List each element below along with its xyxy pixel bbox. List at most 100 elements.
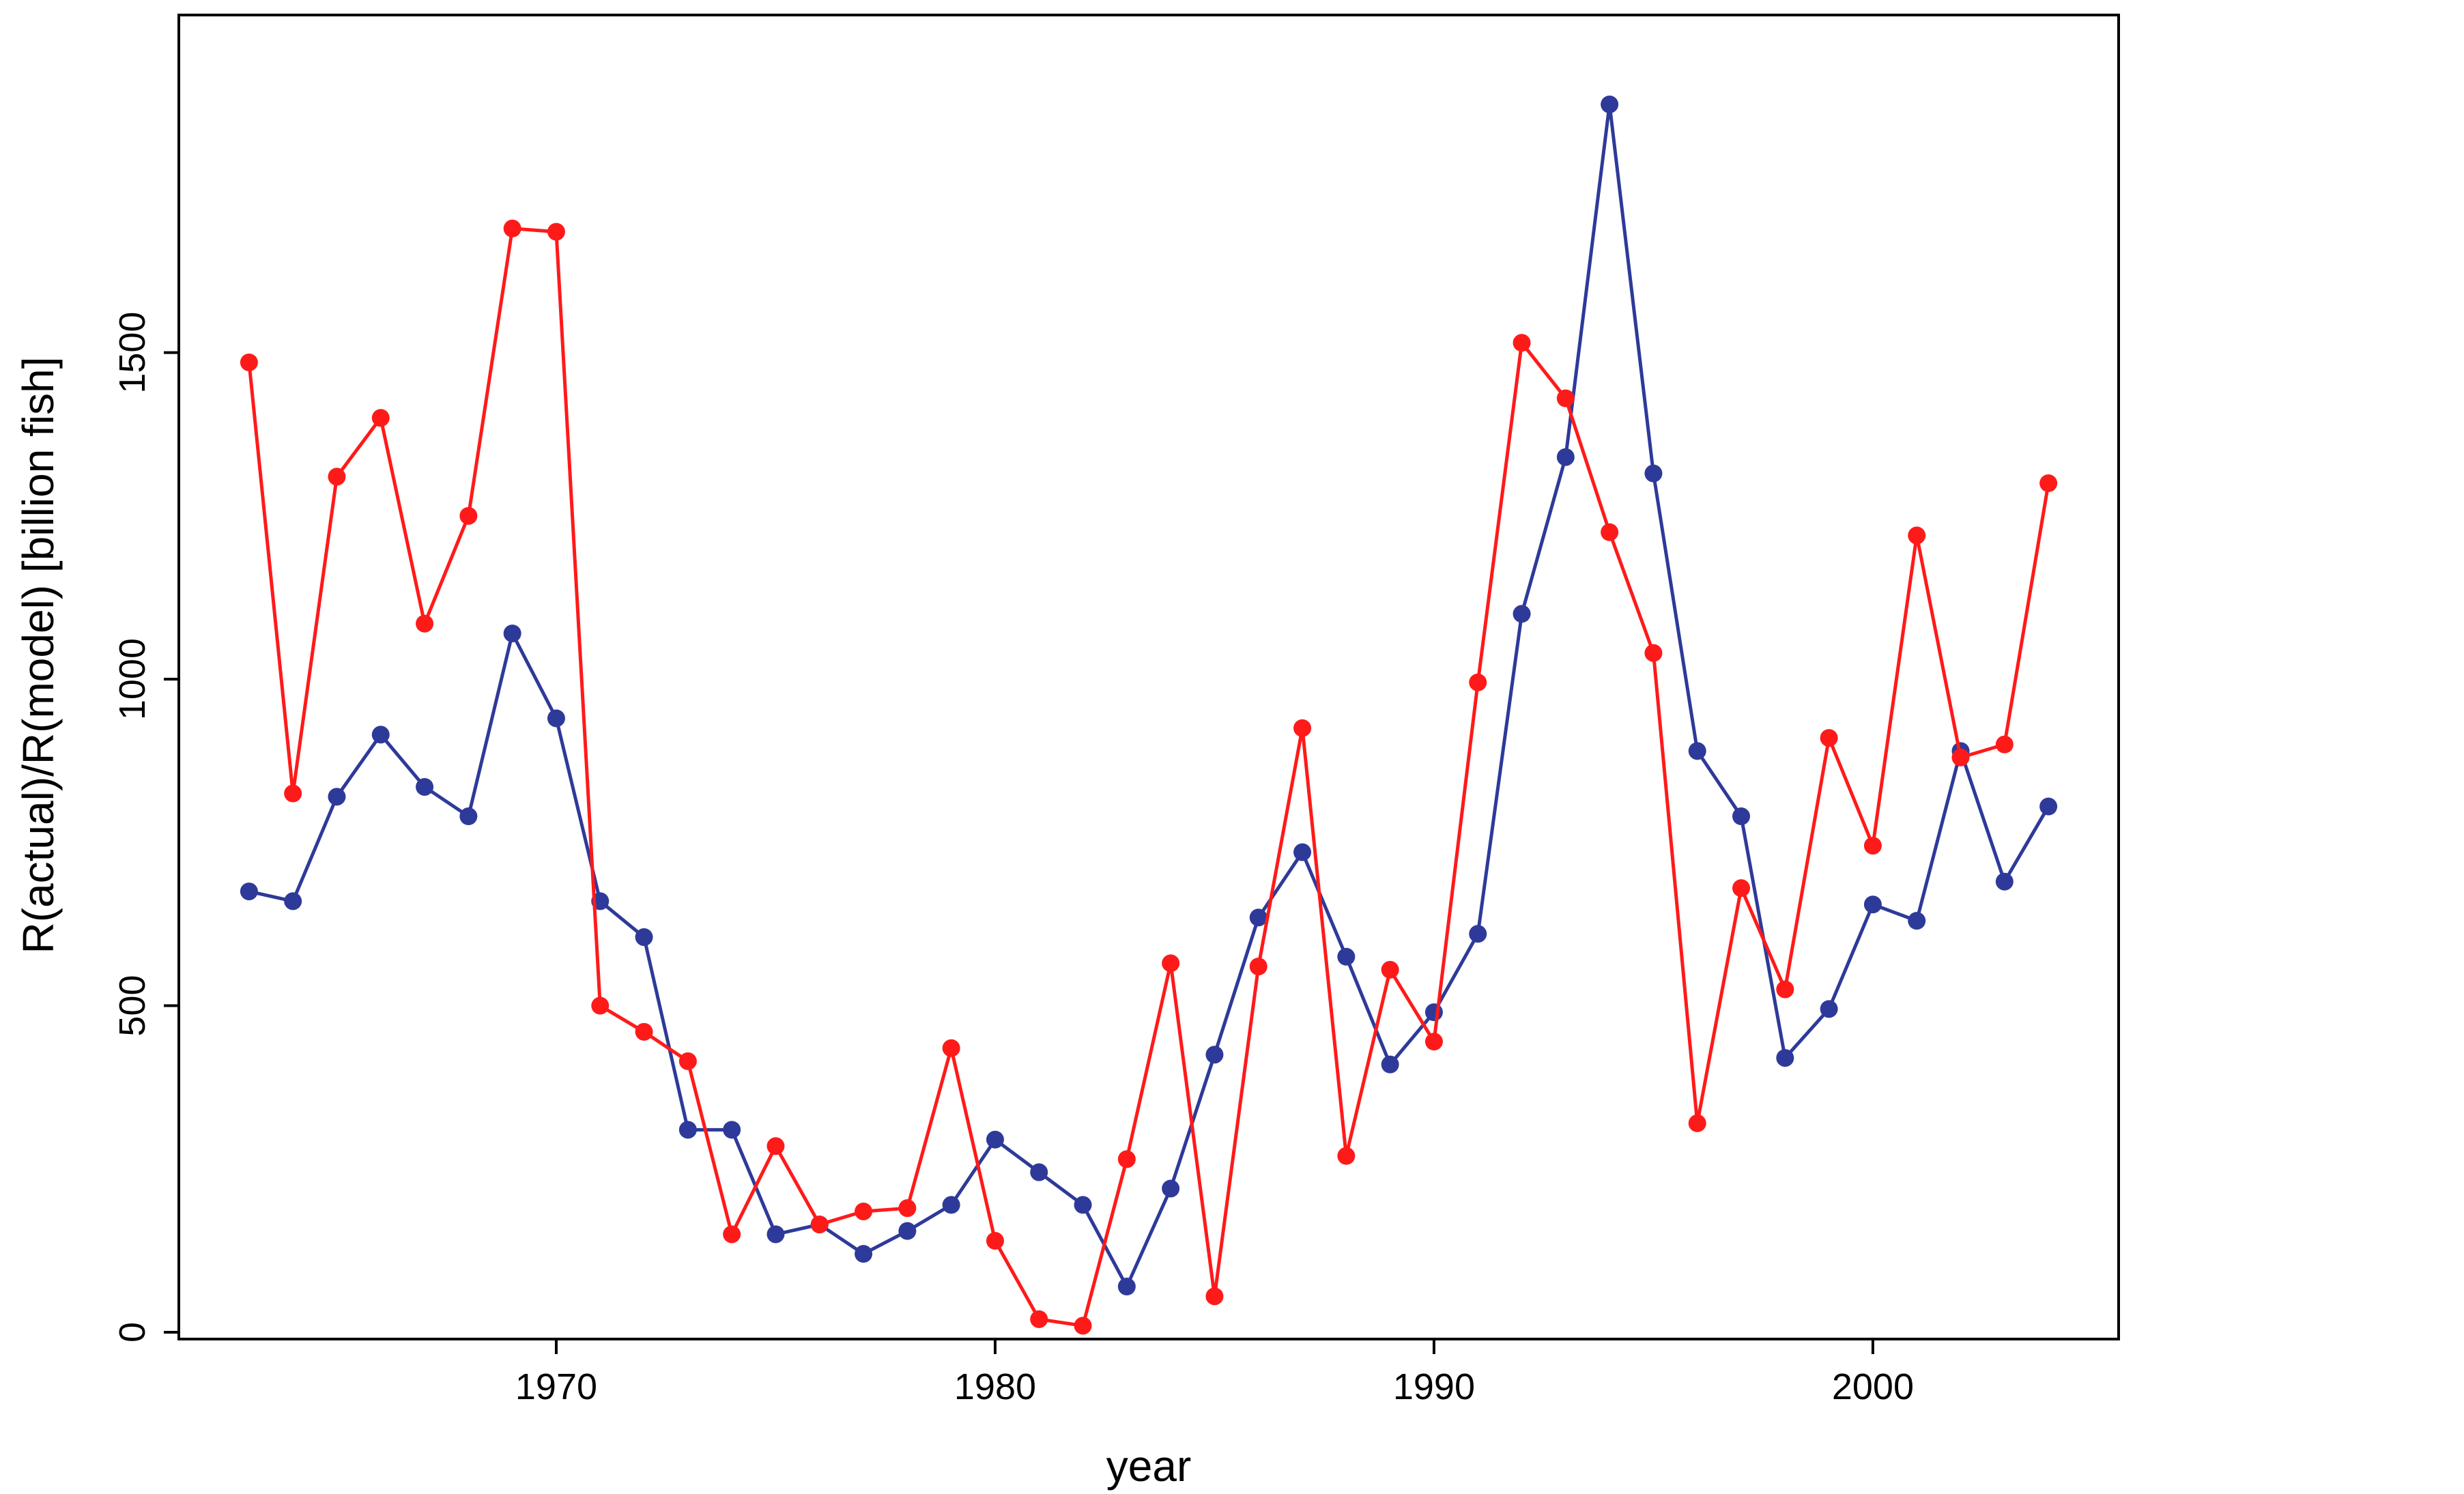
series-1-point bbox=[1995, 872, 2014, 891]
series-2-point bbox=[942, 1039, 960, 1057]
series-1-point bbox=[1776, 1049, 1794, 1067]
series-1-point bbox=[635, 928, 653, 947]
series-2-point bbox=[723, 1225, 741, 1244]
y-tick-label: 500 bbox=[112, 975, 153, 1036]
x-axis-title: year bbox=[1106, 1441, 1192, 1491]
series-1-point bbox=[1424, 1003, 1443, 1022]
series-2-point bbox=[1337, 1147, 1356, 1165]
series-1-point bbox=[284, 892, 302, 910]
series-2-point bbox=[855, 1202, 873, 1220]
y-tick-label: 0 bbox=[112, 1322, 153, 1342]
series-2 bbox=[240, 219, 2058, 1335]
series-1-point bbox=[1732, 807, 1751, 826]
series-1-point bbox=[1863, 895, 1882, 914]
series-2-point bbox=[1601, 523, 1619, 541]
series-1-point bbox=[416, 777, 434, 796]
series-1-point bbox=[1513, 605, 1531, 623]
series-1-point bbox=[547, 709, 565, 728]
series-1-point bbox=[1117, 1278, 1136, 1296]
series-1-point bbox=[1908, 912, 1926, 930]
y-axis-title: R(actual)/R(model) [billion fish] bbox=[14, 357, 63, 954]
series-1-point bbox=[986, 1130, 1004, 1149]
series-1-point bbox=[328, 788, 346, 806]
series-1-point bbox=[459, 807, 478, 826]
series-2-point bbox=[1820, 729, 1838, 747]
y-axis: 0 500 1000 1500 bbox=[112, 312, 179, 1342]
series-1-point bbox=[1556, 448, 1575, 466]
series-1-point bbox=[1074, 1196, 1092, 1214]
series-2-point bbox=[1644, 644, 1663, 662]
series-1-point bbox=[1644, 464, 1663, 483]
series-2-point bbox=[416, 614, 434, 633]
series-2-point bbox=[1776, 980, 1794, 999]
series-2-point bbox=[678, 1052, 697, 1070]
series-2-point bbox=[1117, 1150, 1136, 1168]
series-1-point bbox=[2039, 797, 2058, 816]
series-2-point bbox=[1074, 1317, 1092, 1335]
series-1-point bbox=[898, 1222, 917, 1240]
series-2-point bbox=[1688, 1114, 1706, 1132]
series-2-point bbox=[1469, 673, 1487, 691]
series-2-line bbox=[247, 227, 2050, 1327]
x-axis: 1970 1980 1990 2000 bbox=[515, 1339, 1914, 1407]
series-1-line bbox=[248, 102, 2050, 1289]
series-2-point bbox=[1030, 1310, 1048, 1328]
series-1-point bbox=[1337, 947, 1356, 966]
series-2-point bbox=[1995, 735, 2014, 753]
series-1-point bbox=[767, 1225, 785, 1244]
series-2-point bbox=[1951, 748, 1970, 766]
series-2-point bbox=[635, 1022, 653, 1041]
series-1-point bbox=[1205, 1046, 1224, 1064]
x-tick-label: 2000 bbox=[1832, 1366, 1914, 1407]
series-1-point bbox=[371, 726, 390, 744]
series-2-point bbox=[240, 353, 258, 371]
series-2-point bbox=[328, 468, 346, 486]
series-1 bbox=[240, 95, 2058, 1296]
series-1-point bbox=[1030, 1163, 1048, 1181]
x-tick-label: 1990 bbox=[1393, 1366, 1475, 1407]
series-2-point bbox=[1424, 1033, 1443, 1051]
series-1-point bbox=[240, 882, 258, 901]
x-tick-label: 1980 bbox=[954, 1366, 1036, 1407]
series-2-point bbox=[986, 1232, 1004, 1250]
series-1-point bbox=[723, 1121, 741, 1139]
plot-frame bbox=[177, 14, 2120, 1340]
y-tick-label: 1500 bbox=[112, 312, 153, 394]
series-2-point bbox=[1293, 719, 1312, 737]
series-2-point bbox=[1556, 389, 1575, 407]
series-2-point bbox=[547, 222, 565, 241]
series-1-point bbox=[1293, 843, 1312, 861]
series-2-point bbox=[1908, 526, 1926, 545]
series-1-point bbox=[1162, 1179, 1180, 1198]
series-2-point bbox=[503, 219, 521, 238]
series-2-point bbox=[1381, 960, 1399, 979]
series-2-point bbox=[591, 996, 610, 1015]
y-tick-label: 1000 bbox=[112, 638, 153, 720]
series-1-point bbox=[1601, 95, 1619, 113]
series-2-point bbox=[1205, 1287, 1224, 1306]
series-1-point bbox=[678, 1121, 697, 1139]
series-2-point bbox=[2039, 474, 2058, 492]
series-1-point bbox=[503, 624, 521, 643]
series-1-point bbox=[855, 1245, 873, 1263]
series-2-point bbox=[810, 1216, 829, 1234]
series-1-point bbox=[1688, 742, 1706, 760]
series-1-point bbox=[1381, 1055, 1399, 1074]
series-1-point bbox=[942, 1196, 960, 1214]
series-2-point bbox=[371, 409, 390, 427]
x-tick-label: 1970 bbox=[515, 1366, 597, 1407]
series-2-point bbox=[767, 1137, 785, 1155]
series-1-point bbox=[1469, 925, 1487, 943]
series-layer bbox=[240, 95, 2058, 1335]
series-1-point bbox=[1820, 1000, 1838, 1018]
series-2-point bbox=[459, 506, 478, 525]
series-2-point bbox=[1863, 837, 1882, 855]
series-1-point bbox=[1249, 908, 1267, 927]
series-2-point bbox=[284, 784, 302, 803]
series-2-point bbox=[898, 1199, 917, 1218]
series-2-point bbox=[1732, 879, 1751, 897]
series-2-point bbox=[1249, 958, 1267, 976]
series-2-point bbox=[1513, 334, 1531, 352]
series-2-point bbox=[1162, 954, 1180, 973]
